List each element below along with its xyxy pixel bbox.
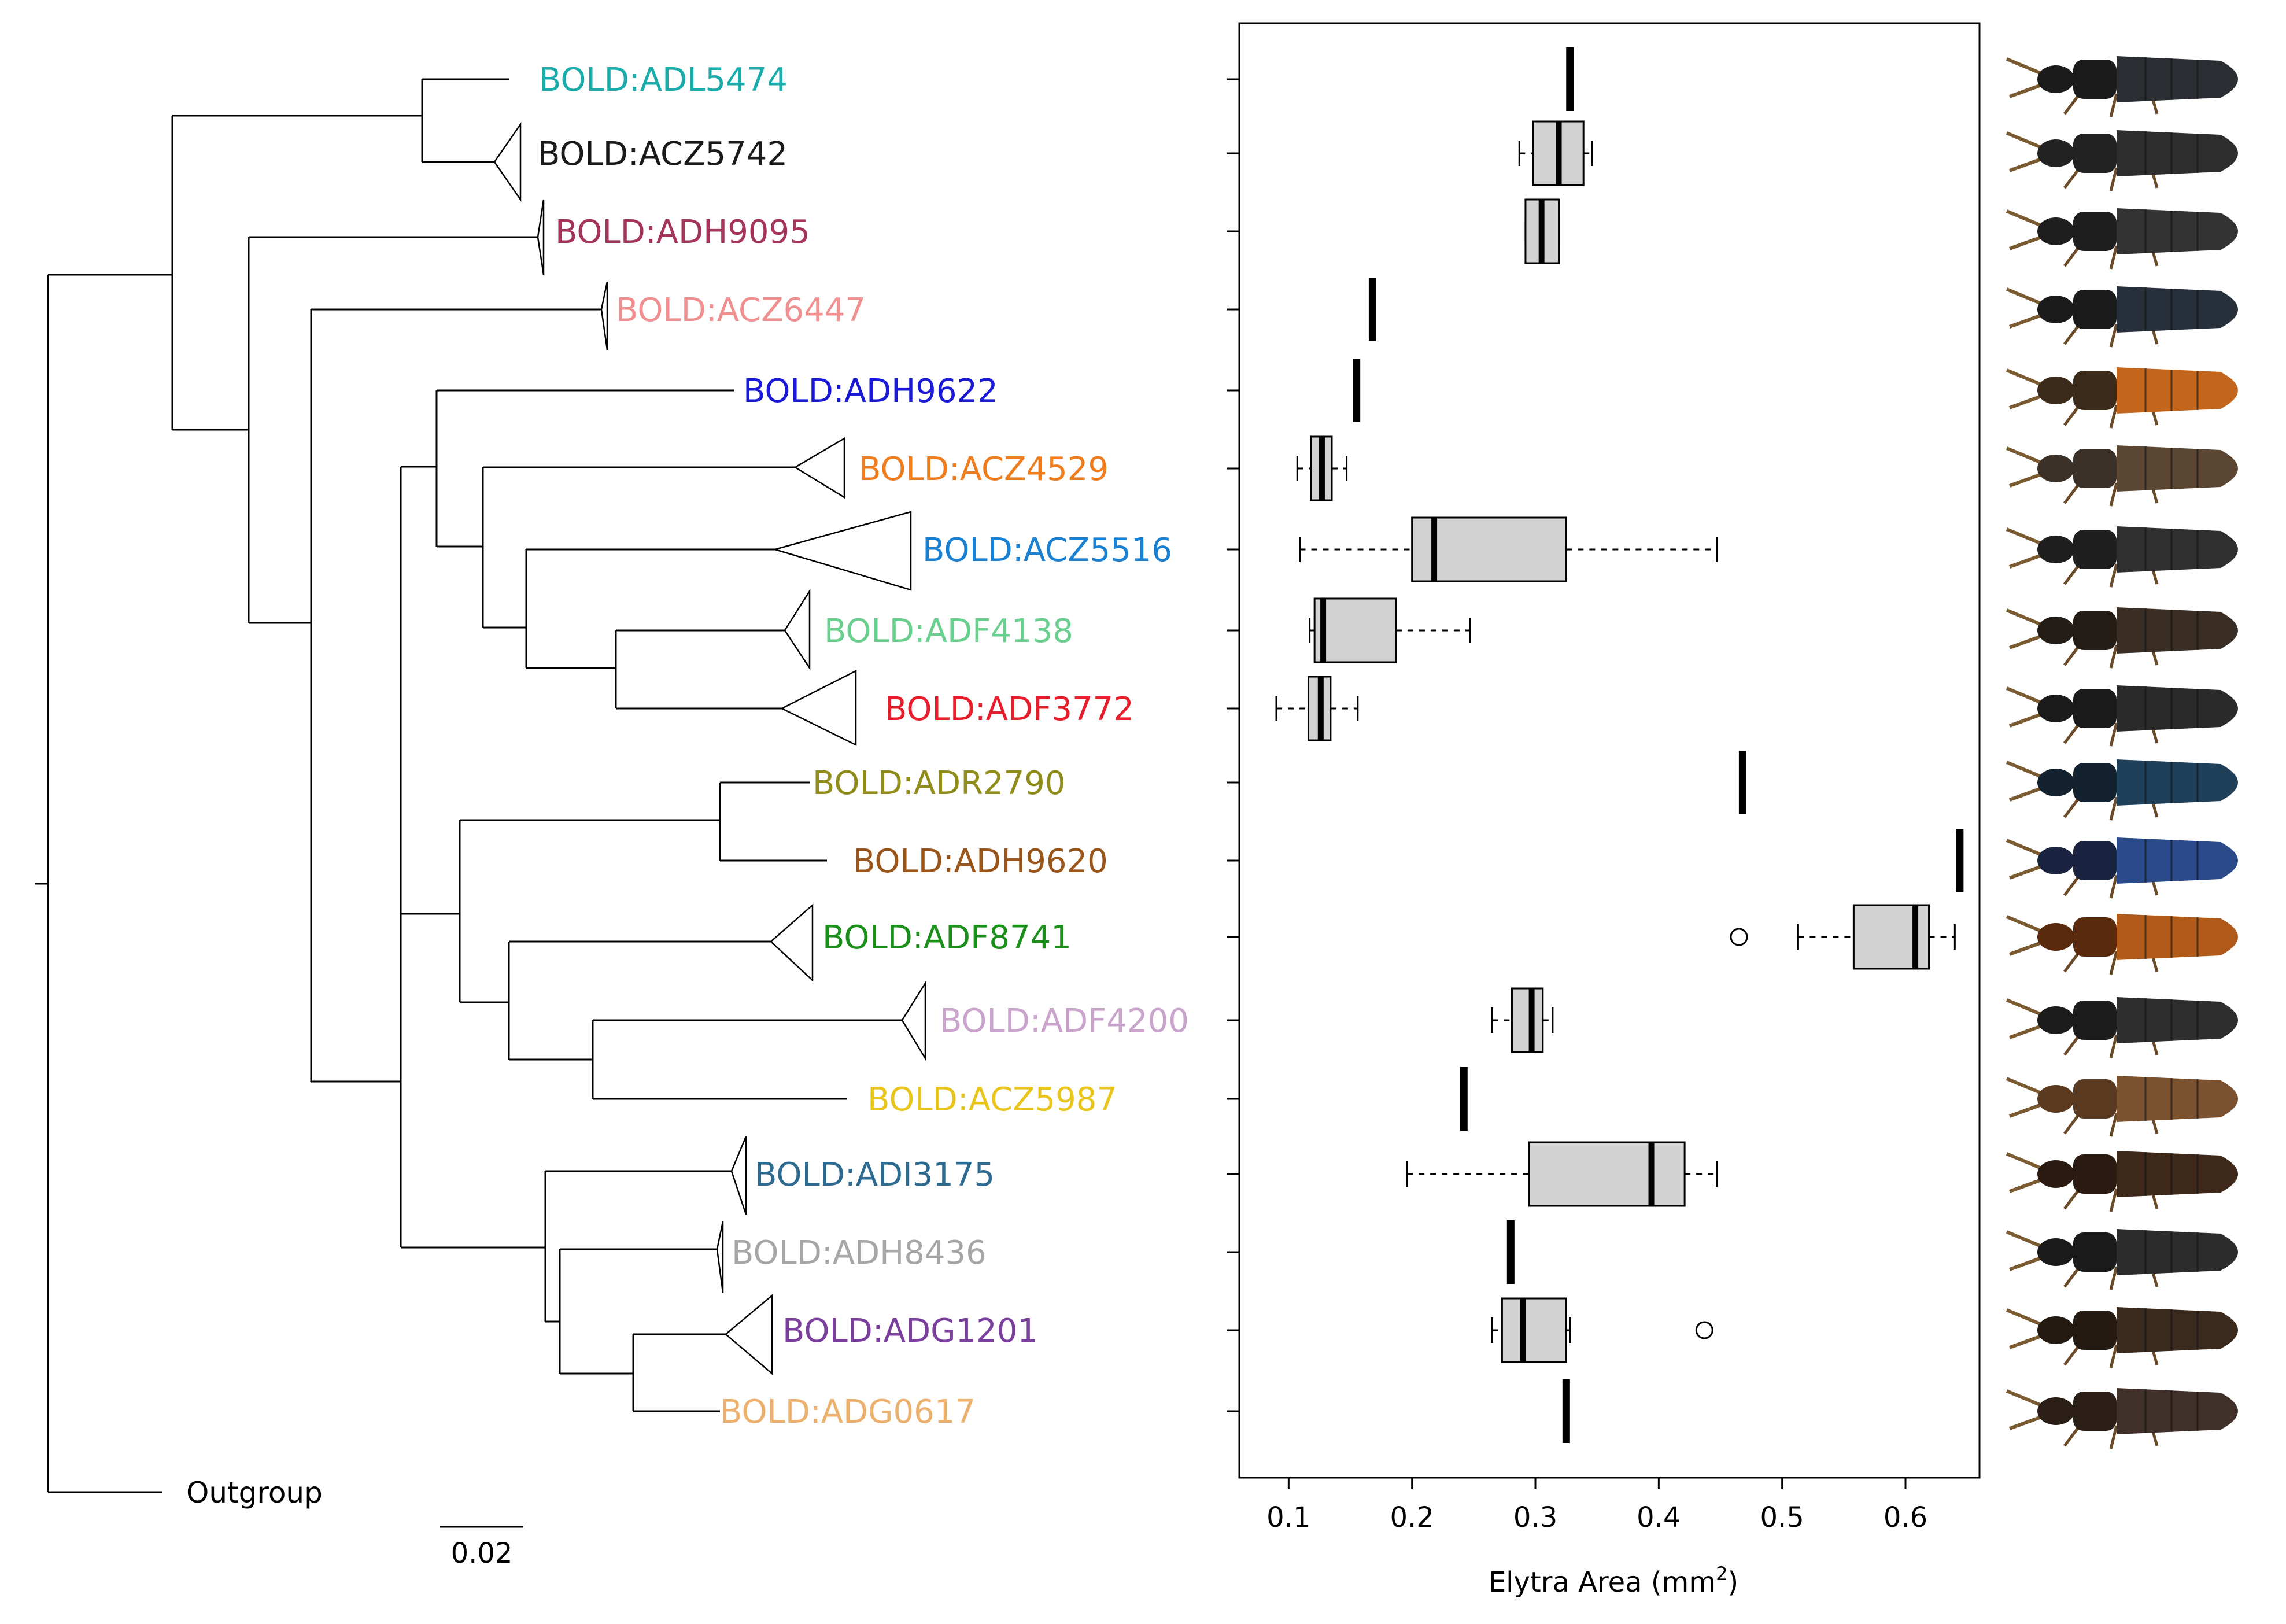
boxplot-row bbox=[1730, 904, 1956, 970]
specimen-image bbox=[2006, 997, 2238, 1058]
outlier-point bbox=[1695, 1321, 1713, 1339]
clade-ADH9095 bbox=[537, 199, 545, 275]
x-tick-label: 0.3 bbox=[1513, 1501, 1557, 1534]
tip-label: BOLD:ADF8741 bbox=[822, 919, 1072, 957]
boxplot-marks bbox=[1275, 47, 1964, 1443]
clade-ACZ4529 bbox=[793, 437, 845, 499]
clade-ACZ5742 bbox=[493, 121, 522, 202]
tip-label: BOLD:ADF4138 bbox=[824, 612, 1073, 650]
specimen-image bbox=[2006, 130, 2238, 191]
tip-label: BOLD:ADF4200 bbox=[940, 1002, 1189, 1040]
specimen-images bbox=[2006, 56, 2238, 1449]
tip-label: BOLD:ADH8436 bbox=[732, 1234, 987, 1272]
tip-label: BOLD:ADR2790 bbox=[813, 765, 1066, 802]
specimen-image bbox=[2006, 56, 2238, 117]
scale-bar-label: 0.02 bbox=[451, 1537, 513, 1570]
clade-ADF3772 bbox=[780, 669, 857, 747]
clade-ACZ6447 bbox=[600, 281, 608, 350]
specimen-image bbox=[2006, 1151, 2238, 1212]
boxplot-row bbox=[1491, 1297, 1713, 1363]
tip-label: BOLD:ACZ5516 bbox=[922, 532, 1172, 569]
clade-ACZ5516 bbox=[772, 511, 912, 591]
tip-label: BOLD:ADG1201 bbox=[782, 1312, 1038, 1350]
outlier-point bbox=[1730, 928, 1748, 946]
iqr-box bbox=[1313, 597, 1397, 663]
tip-label: BOLD:ACZ4529 bbox=[859, 451, 1109, 488]
clade-ADI3175 bbox=[730, 1136, 747, 1215]
iqr-box bbox=[1511, 987, 1544, 1053]
iqr-box bbox=[1528, 1141, 1686, 1207]
tip-label: BOLD:ADI3175 bbox=[755, 1156, 995, 1194]
specimen-image bbox=[2006, 526, 2238, 588]
x-tick-label: 0.2 bbox=[1390, 1501, 1434, 1534]
specimen-image bbox=[2006, 759, 2238, 821]
x-tick-label: 0.1 bbox=[1266, 1501, 1310, 1534]
boxplot-row bbox=[1491, 987, 1554, 1053]
iqr-box bbox=[1411, 516, 1567, 582]
specimen-image bbox=[2006, 1388, 2238, 1449]
boxplot-row bbox=[1275, 676, 1359, 741]
tip-label: BOLD:ADF3772 bbox=[885, 691, 1134, 728]
boxplot-row bbox=[1296, 435, 1348, 501]
specimen-image bbox=[2006, 607, 2238, 669]
clade-ADG1201 bbox=[725, 1294, 773, 1375]
boxplot-panel: 0.1 0.2 0.3 0.4 0.5 0.6 Elytra Area (mm2) bbox=[1227, 22, 1981, 1599]
specimen-image bbox=[2006, 367, 2238, 429]
boxplot-row bbox=[1406, 1141, 1718, 1207]
x-tick-label: 0.5 bbox=[1760, 1501, 1804, 1534]
tip-label: BOLD:ADL5474 bbox=[539, 61, 788, 99]
iqr-box bbox=[1501, 1297, 1567, 1363]
clade-ADF4200 bbox=[901, 980, 926, 1061]
tip-label: BOLD:ACZ5987 bbox=[867, 1081, 1117, 1119]
outgroup-label: Outgroup bbox=[186, 1476, 323, 1509]
specimen-image bbox=[2006, 1076, 2238, 1137]
specimen-image bbox=[2006, 286, 2238, 348]
tip-label: BOLD:ACZ6447 bbox=[616, 291, 866, 329]
specimen-image bbox=[2006, 1229, 2238, 1290]
boxplot-row bbox=[1524, 198, 1560, 264]
tip-label: BOLD:ACZ5742 bbox=[538, 135, 788, 173]
tip-labels: BOLD:ADL5474 BOLD:ACZ5742 BOLD:ADH9095 BOLD… bbox=[538, 61, 1189, 1431]
y-axis-ticks bbox=[1227, 78, 1239, 1412]
tip-label: BOLD:ADG0617 bbox=[720, 1393, 976, 1431]
x-axis: 0.1 0.2 0.3 0.4 0.5 0.6 bbox=[1266, 1478, 1927, 1534]
specimen-image bbox=[2006, 445, 2238, 507]
clade-ADF8741 bbox=[770, 903, 814, 982]
clade-ADH8436 bbox=[716, 1221, 724, 1293]
x-tick-label: 0.4 bbox=[1637, 1501, 1681, 1534]
tree-root bbox=[35, 274, 172, 1493]
collapsed-clades bbox=[493, 121, 926, 1375]
boxplot-row bbox=[1518, 120, 1593, 186]
clade-ADF4138 bbox=[784, 588, 811, 671]
specimen-image bbox=[2006, 1307, 2238, 1368]
phylogenetic-tree: BOLD:ADL5474 BOLD:ACZ5742 BOLD:ADH9095 BOLD… bbox=[35, 61, 1189, 1570]
specimen-image bbox=[2006, 914, 2238, 975]
x-axis-title: Elytra Area (mm2) bbox=[1489, 1563, 1738, 1599]
boxplot-row bbox=[1299, 516, 1718, 582]
plot-frame bbox=[1238, 22, 1981, 1479]
specimen-image bbox=[2006, 837, 2238, 899]
specimen-image bbox=[2006, 685, 2238, 747]
tree-backbone bbox=[171, 78, 902, 1412]
x-tick-label: 0.6 bbox=[1884, 1501, 1927, 1534]
tip-label: BOLD:ADH9620 bbox=[853, 843, 1108, 880]
tip-label: BOLD:ADH9622 bbox=[743, 372, 998, 410]
specimen-image bbox=[2006, 208, 2238, 270]
boxplot-row bbox=[1309, 597, 1471, 663]
tip-label: BOLD:ADH9095 bbox=[555, 213, 810, 251]
